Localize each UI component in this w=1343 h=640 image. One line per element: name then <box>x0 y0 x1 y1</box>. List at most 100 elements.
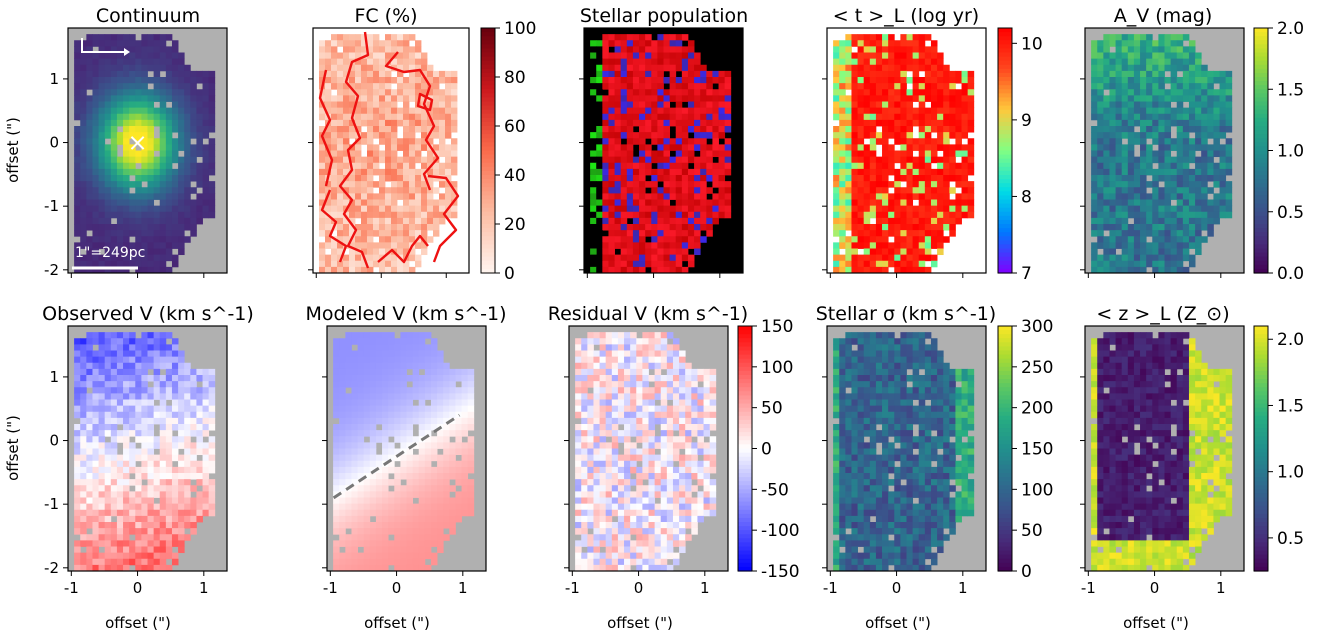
heatmap-cell <box>706 230 713 237</box>
heatmap-cell <box>123 77 130 84</box>
heatmap-cell <box>918 113 926 121</box>
heatmap-cell <box>190 466 197 474</box>
heatmap-cell <box>98 187 106 194</box>
heatmap-cell <box>863 126 871 133</box>
heatmap-cell <box>1195 156 1202 164</box>
heatmap-cell <box>190 83 197 90</box>
heatmap-cell <box>882 236 889 243</box>
heatmap-cell <box>694 126 701 133</box>
heatmap-cell <box>116 224 124 231</box>
heatmap-cell <box>894 138 901 145</box>
heatmap-cell <box>165 344 173 351</box>
heatmap-cell <box>863 95 871 102</box>
heatmap-cell <box>924 113 932 121</box>
heatmap-cell <box>184 132 191 139</box>
heatmap-cell <box>80 454 87 462</box>
heatmap-cell <box>86 64 93 72</box>
heatmap-cell <box>184 101 191 109</box>
heatmap-cell <box>1207 70 1214 78</box>
heatmap-cell <box>147 387 155 394</box>
heatmap-cell <box>141 211 148 219</box>
heatmap-cell <box>403 58 410 66</box>
colorbar-segment <box>998 207 1012 213</box>
heatmap-cell <box>1115 89 1123 96</box>
heatmap-cell <box>1109 175 1116 182</box>
heatmap-cell <box>626 175 634 182</box>
heatmap-cell <box>1091 254 1098 262</box>
colorbar-segment <box>481 150 495 156</box>
heatmap-cell <box>196 491 203 498</box>
heatmap-cell <box>645 52 652 60</box>
heatmap-cell <box>409 217 416 225</box>
heatmap-cell <box>147 266 155 274</box>
heatmap-cell <box>937 199 944 207</box>
heatmap-cell <box>135 466 142 474</box>
heatmap-cell <box>694 138 701 145</box>
heatmap-cell <box>1219 181 1227 188</box>
heatmap-cell <box>845 150 852 158</box>
heatmap-cell <box>626 77 634 84</box>
heatmap-cell <box>135 552 142 560</box>
colorbar-segment <box>481 81 495 86</box>
heatmap-cell <box>361 193 368 200</box>
heatmap-cell <box>675 242 683 249</box>
heatmap-cell <box>319 64 326 72</box>
heatmap-cell <box>626 187 634 194</box>
heatmap-cell <box>110 187 118 194</box>
heatmap-cell <box>153 34 161 41</box>
heatmap-cell <box>845 168 852 176</box>
heatmap-cell <box>1164 95 1172 102</box>
heatmap-cell <box>80 442 87 449</box>
colorbar-segment <box>998 97 1012 103</box>
heatmap-cell <box>657 230 664 237</box>
heatmap-cell <box>663 175 671 182</box>
heatmap-cell <box>74 405 81 413</box>
heatmap-cell <box>839 70 846 78</box>
heatmap-cell <box>869 83 877 90</box>
heatmap-cell <box>1158 52 1165 60</box>
heatmap-cell <box>875 260 883 268</box>
heatmap-cell <box>882 156 889 164</box>
heatmap-cell <box>403 95 410 102</box>
heatmap-cell <box>80 224 87 231</box>
heatmap-cell <box>196 509 203 517</box>
heatmap-cell <box>178 368 185 376</box>
heatmap-cell <box>141 70 148 78</box>
heatmap-cell <box>869 52 877 60</box>
heatmap-cell <box>135 199 142 207</box>
heatmap-cell <box>373 168 380 176</box>
heatmap-cell <box>906 187 914 194</box>
heatmap-cell <box>171 156 179 164</box>
heatmap-cell <box>421 83 428 90</box>
heatmap-cell <box>116 430 124 437</box>
heatmap-cell <box>608 175 615 182</box>
heatmap-cell <box>839 156 846 164</box>
heatmap-cell <box>80 132 87 139</box>
heatmap-cell <box>875 138 883 145</box>
heatmap-cell <box>955 101 962 109</box>
heatmap-cell <box>379 156 386 164</box>
heatmap-cell <box>415 254 422 262</box>
heatmap-cell <box>596 193 603 200</box>
heatmap-cell <box>663 46 671 53</box>
heatmap-cell <box>1219 101 1227 109</box>
colorbar-segment <box>998 154 1012 160</box>
heatmap-cell <box>331 254 338 262</box>
heatmap-cell <box>349 266 356 274</box>
heatmap-cell <box>153 83 161 90</box>
heatmap-cell <box>894 230 901 237</box>
heatmap-cell <box>912 248 920 256</box>
heatmap-cell <box>129 375 136 382</box>
heatmap-cell <box>159 175 167 182</box>
heatmap-cell <box>116 540 124 547</box>
heatmap-cell <box>1213 107 1220 115</box>
heatmap-cell <box>147 175 155 182</box>
heatmap-cell <box>1225 77 1233 84</box>
heatmap-cell <box>319 168 326 176</box>
heatmap-cell <box>906 101 914 109</box>
heatmap-cell <box>361 199 368 207</box>
heatmap-cell <box>80 344 87 351</box>
heatmap-cell <box>184 368 191 376</box>
heatmap-cell <box>135 242 142 249</box>
heatmap-cell <box>620 101 628 109</box>
